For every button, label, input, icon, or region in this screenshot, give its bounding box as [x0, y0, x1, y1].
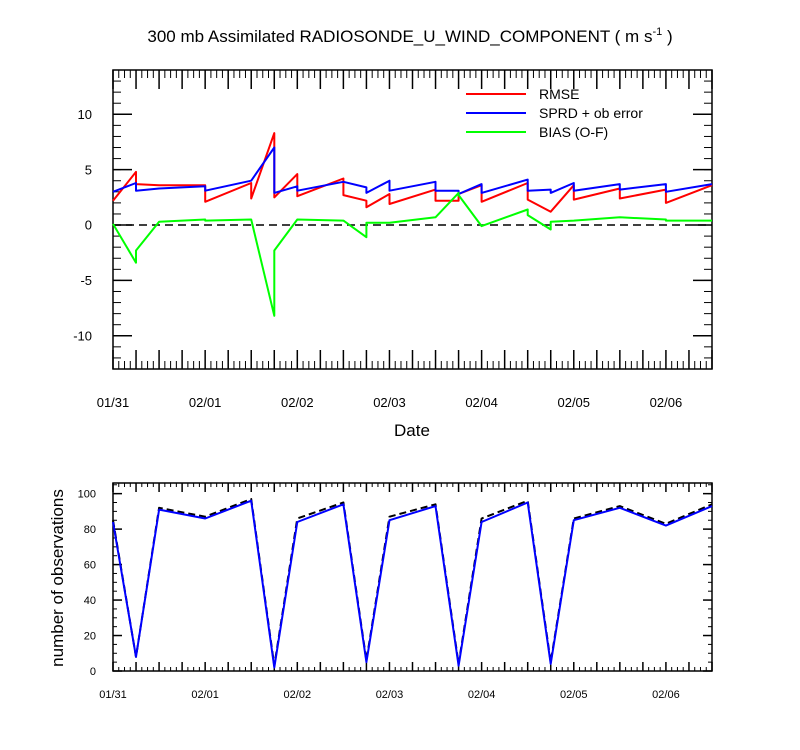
- legend-label: SPRD + ob error: [539, 105, 643, 121]
- y-tick-label: 0: [85, 218, 92, 233]
- y-tick-label: 0: [90, 666, 96, 678]
- x-tick-label: 01/31: [97, 395, 130, 410]
- x-tick-label: 02/06: [652, 689, 680, 701]
- series-line-rmse: [112, 132, 713, 213]
- y-tick-label: -5: [80, 273, 92, 288]
- top-plot: 01/31 02/01 02/02 02/03 02/04 02/05 02/06 -10 -5…: [73, 69, 713, 410]
- x-tick-label: 02/01: [189, 395, 222, 410]
- x-tick-label: 02/06: [650, 395, 683, 410]
- x-tick-label: 02/03: [376, 689, 404, 701]
- y-tick-label: 100: [78, 489, 96, 501]
- y-tick-label: 80: [84, 524, 96, 536]
- x-tick-label: 01/31: [99, 689, 127, 701]
- y-tick-label: 20: [84, 630, 96, 642]
- series-line-possible: [112, 498, 713, 667]
- y-tick-label: 5: [85, 162, 92, 177]
- x-tick-label: 02/04: [468, 689, 496, 701]
- x-axis-title: Date: [394, 421, 430, 440]
- y-tick-label: 40: [84, 595, 96, 607]
- y-axis-title: number of observations: [48, 489, 67, 667]
- title-main: 300 mb Assimilated RADIOSONDE_U_WIND_COM…: [147, 27, 652, 46]
- title-unit-superscript: -1: [652, 26, 662, 38]
- legend-label: RMSE: [539, 86, 579, 102]
- title-suffix: ): [662, 27, 672, 46]
- x-tick-label: 02/03: [373, 395, 406, 410]
- y-tick-label: 60: [84, 560, 96, 572]
- series-line-sprd-ob-error: [112, 146, 713, 195]
- y-tick-label: -10: [73, 328, 92, 343]
- x-tick-label: 02/05: [557, 395, 590, 410]
- y-tick-label: 10: [78, 107, 92, 122]
- legend-label: BIAS (O-F): [539, 124, 608, 140]
- x-tick-label: 02/04: [465, 395, 498, 410]
- chart-title: 300 mb Assimilated RADIOSONDE_U_WIND_COM…: [147, 26, 672, 46]
- x-tick-label: 02/02: [284, 689, 312, 701]
- bottom-plot: 01/31 02/01 02/02 02/03 02/04 02/05 02/06 0 20 40…: [78, 482, 713, 701]
- x-tick-label: 02/05: [560, 689, 588, 701]
- series-line-used: [112, 499, 713, 669]
- x-tick-label: 02/01: [191, 689, 219, 701]
- series-line-bias-o-f: [112, 191, 712, 317]
- x-tick-label: 02/02: [281, 395, 314, 410]
